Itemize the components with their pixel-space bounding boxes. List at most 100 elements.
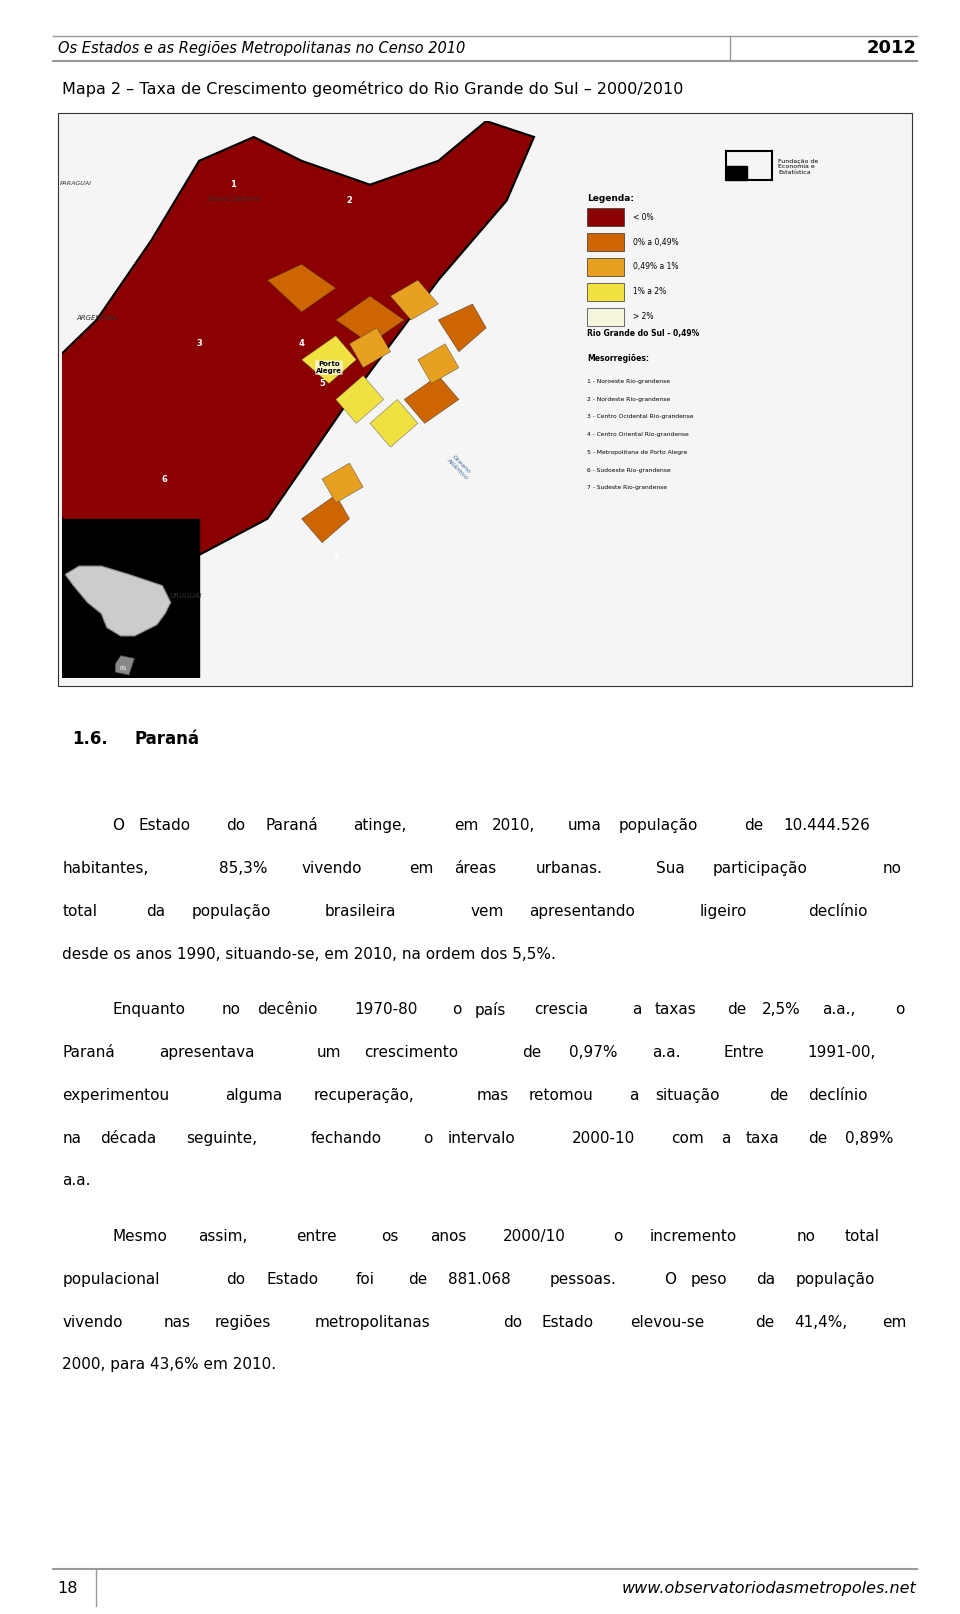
Bar xyxy=(588,232,624,250)
Text: Oceano
Atlântico: Oceano Atlântico xyxy=(445,452,472,479)
Text: 5: 5 xyxy=(320,379,325,387)
Text: RS: RS xyxy=(120,665,127,670)
Text: declínio: declínio xyxy=(807,1088,867,1102)
Text: na: na xyxy=(62,1131,82,1146)
Text: apresentando: apresentando xyxy=(529,904,636,918)
Text: O: O xyxy=(663,1272,676,1286)
Text: em: em xyxy=(454,818,478,833)
Polygon shape xyxy=(301,336,356,384)
Text: 1991-00,: 1991-00, xyxy=(807,1046,876,1060)
Text: Entre: Entre xyxy=(724,1046,765,1060)
Text: Os Estados e as Regiões Metropolitanas no Censo 2010: Os Estados e as Regiões Metropolitanas n… xyxy=(58,40,465,56)
Text: 6 - Sudoeste Rio-grandense: 6 - Sudoeste Rio-grandense xyxy=(588,468,671,473)
Text: alguma: alguma xyxy=(226,1088,282,1102)
Text: 5 - Metropolitana de Porto Alegre: 5 - Metropolitana de Porto Alegre xyxy=(588,450,687,455)
Text: vivendo: vivendo xyxy=(62,1315,123,1330)
Text: Estado: Estado xyxy=(138,818,190,833)
Text: atinge,: atinge, xyxy=(353,818,407,833)
Text: Fundação de
Economia e
Estatística: Fundação de Economia e Estatística xyxy=(778,158,818,176)
Text: PARAGUAI: PARAGUAI xyxy=(60,181,92,186)
Text: situação: situação xyxy=(656,1088,720,1102)
Text: regiões: regiões xyxy=(214,1315,271,1330)
Polygon shape xyxy=(14,121,534,638)
Bar xyxy=(588,308,624,326)
Text: 881.068: 881.068 xyxy=(447,1272,511,1286)
Text: mas: mas xyxy=(477,1088,510,1102)
Text: Santa Catarina: Santa Catarina xyxy=(207,195,259,202)
Text: metropolitanas: metropolitanas xyxy=(315,1315,431,1330)
Text: crescimento: crescimento xyxy=(364,1046,458,1060)
Text: 1% a 2%: 1% a 2% xyxy=(634,287,666,297)
Text: a.a.: a.a. xyxy=(62,1173,91,1188)
Text: de: de xyxy=(769,1088,788,1102)
Text: 3 - Centro Ocidental Rio-grandense: 3 - Centro Ocidental Rio-grandense xyxy=(588,415,694,420)
Text: o: o xyxy=(895,1002,904,1017)
Text: experimentou: experimentou xyxy=(62,1088,170,1102)
Text: URUGUAI: URUGUAI xyxy=(169,594,202,599)
Text: < 0%: < 0% xyxy=(634,213,654,221)
Text: Sua: Sua xyxy=(656,862,684,876)
Text: 0,97%: 0,97% xyxy=(568,1046,617,1060)
Bar xyxy=(58,113,912,686)
Text: 1970-80: 1970-80 xyxy=(354,1002,418,1017)
Text: em: em xyxy=(409,862,433,876)
Text: desde os anos 1990, situando-se, em 2010, na ordem dos 5,5%.: desde os anos 1990, situando-se, em 2010… xyxy=(62,946,556,962)
Text: nas: nas xyxy=(163,1315,190,1330)
Text: a: a xyxy=(629,1088,638,1102)
Text: taxa: taxa xyxy=(746,1131,780,1146)
Text: apresentava: apresentava xyxy=(158,1046,254,1060)
Text: 2000, para 43,6% em 2010.: 2000, para 43,6% em 2010. xyxy=(62,1357,276,1372)
Text: urbanas.: urbanas. xyxy=(536,862,603,876)
Text: incremento: incremento xyxy=(649,1230,736,1244)
Text: Paraná: Paraná xyxy=(134,730,200,747)
Text: peso: peso xyxy=(691,1272,728,1286)
Text: ligeiro: ligeiro xyxy=(700,904,747,918)
Text: de: de xyxy=(727,1002,746,1017)
Text: Paraná: Paraná xyxy=(265,818,318,833)
Text: elevou-se: elevou-se xyxy=(630,1315,704,1330)
Polygon shape xyxy=(439,303,486,352)
Text: recuperação,: recuperação, xyxy=(314,1088,415,1102)
Text: total: total xyxy=(62,904,97,918)
Text: 18: 18 xyxy=(58,1580,78,1596)
Text: no: no xyxy=(222,1002,241,1017)
Text: de: de xyxy=(807,1131,828,1146)
Text: Rio Grande do Sul - 0,49%: Rio Grande do Sul - 0,49% xyxy=(588,329,700,337)
Text: 1: 1 xyxy=(230,181,236,189)
Polygon shape xyxy=(404,376,459,423)
Text: de: de xyxy=(522,1046,541,1060)
Text: 85,3%: 85,3% xyxy=(219,862,268,876)
Text: a.a.,: a.a., xyxy=(823,1002,855,1017)
Text: assim,: assim, xyxy=(198,1230,248,1244)
Text: 7 - Sudeste Rio-grandense: 7 - Sudeste Rio-grandense xyxy=(588,486,667,491)
Text: O: O xyxy=(112,818,125,833)
Polygon shape xyxy=(349,328,391,368)
Text: um: um xyxy=(317,1046,342,1060)
Text: Porto
Alegre: Porto Alegre xyxy=(316,362,342,374)
Polygon shape xyxy=(115,655,134,675)
Bar xyxy=(588,208,624,226)
Text: do: do xyxy=(503,1315,522,1330)
Text: 4 - Centro Oriental Rio-grandense: 4 - Centro Oriental Rio-grandense xyxy=(588,433,689,437)
Text: 7: 7 xyxy=(333,554,339,563)
Text: país: país xyxy=(474,1002,506,1018)
Text: de: de xyxy=(408,1272,427,1286)
Text: Mapa 2 – Taxa de Crescimento geométrico do Rio Grande do Sul – 2000/2010: Mapa 2 – Taxa de Crescimento geométrico … xyxy=(62,81,684,97)
Text: Mesmo: Mesmo xyxy=(112,1230,167,1244)
Text: Estado: Estado xyxy=(541,1315,593,1330)
Text: no: no xyxy=(797,1230,816,1244)
Text: em: em xyxy=(882,1315,907,1330)
Polygon shape xyxy=(418,344,459,384)
Text: o: o xyxy=(422,1131,432,1146)
Text: 41,4%,: 41,4%, xyxy=(794,1315,848,1330)
Text: declínio: declínio xyxy=(807,904,867,918)
Text: 2000-10: 2000-10 xyxy=(572,1131,635,1146)
Text: fechando: fechando xyxy=(311,1131,382,1146)
Text: > 2%: > 2% xyxy=(634,312,654,321)
Text: retomou: retomou xyxy=(528,1088,593,1102)
Text: 2,5%: 2,5% xyxy=(762,1002,801,1017)
Polygon shape xyxy=(391,281,439,320)
Text: a: a xyxy=(632,1002,641,1017)
Text: de: de xyxy=(745,818,764,833)
Text: vivendo: vivendo xyxy=(301,862,362,876)
